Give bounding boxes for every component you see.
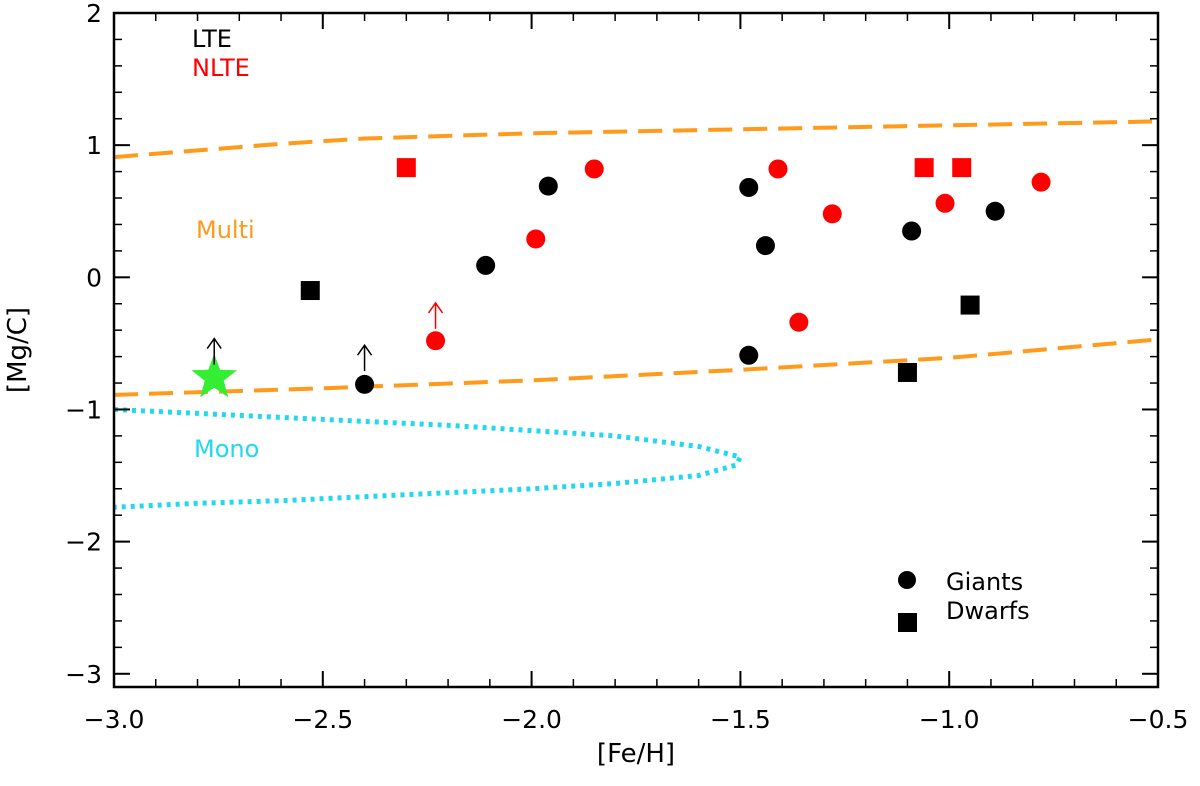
point-giant <box>1031 172 1051 192</box>
lower-limit-arrow <box>206 337 222 365</box>
point-dwarf <box>396 158 416 178</box>
point-giant <box>426 331 446 351</box>
lte-annotation: LTE <box>192 25 232 53</box>
x-tick-label: −2.0 <box>501 705 562 734</box>
model-line-multi-lower <box>113 337 1159 397</box>
y-tick-label: −3 <box>65 660 102 689</box>
point-giant <box>985 201 1005 221</box>
point-giant <box>739 345 759 365</box>
multi-annotation: Multi <box>196 216 255 244</box>
y-axis-label: [Mg/C] <box>3 307 33 393</box>
lower-limit-arrow <box>427 301 444 329</box>
point-giant <box>789 312 809 332</box>
legend-giants-marker <box>898 571 916 589</box>
y-tick-label: 0 <box>86 263 102 292</box>
point-giant <box>822 204 842 224</box>
y-tick-label: −1 <box>65 395 102 424</box>
point-dwarf <box>914 158 934 178</box>
axes <box>112 11 1160 689</box>
plot-frame <box>112 11 1160 689</box>
point-giant <box>355 374 375 394</box>
point-star <box>191 353 237 398</box>
point-giant <box>739 177 759 197</box>
point-dwarf <box>952 158 972 178</box>
y-tick-label: 1 <box>86 131 102 160</box>
point-giant <box>768 159 788 179</box>
lower-limit-arrow <box>356 343 373 372</box>
model-lines <box>113 119 1159 510</box>
point-giant <box>526 229 546 249</box>
x-tick-label: −2.5 <box>292 705 353 734</box>
point-giant <box>902 221 922 241</box>
y-tick-label: 2 <box>86 0 102 28</box>
point-giant <box>538 176 558 196</box>
x-tick-label: −0.5 <box>1128 705 1189 734</box>
point-dwarf <box>897 362 917 382</box>
data-points <box>191 158 1051 398</box>
tick-marks: −3.0 −2.5 −2.0 −1.5 −1.0 −0.5 −3 −2 −1 0 1 2 <box>65 0 1188 734</box>
point-giant <box>584 159 604 179</box>
legend-giants-label: Giants <box>946 568 1023 596</box>
point-giant <box>935 193 955 213</box>
y-tick-label: −2 <box>65 528 102 557</box>
x-tick-label: −1.5 <box>710 705 771 734</box>
model-line-multi-upper <box>113 119 1159 160</box>
point-dwarf <box>960 295 980 315</box>
x-tick-label: −1.0 <box>919 705 980 734</box>
point-giant <box>476 255 496 275</box>
point-dwarf <box>300 281 320 301</box>
x-tick-label: −3.0 <box>84 705 145 734</box>
legend: Giants Dwarfs <box>898 568 1030 632</box>
legend-dwarfs-label: Dwarfs <box>946 597 1030 625</box>
legend-dwarfs-marker <box>898 613 917 632</box>
point-giant <box>755 236 775 256</box>
x-axis-label: [Fe/H] <box>597 739 675 769</box>
nlte-annotation: NLTE <box>192 54 250 82</box>
model-line-mono <box>113 407 745 510</box>
mono-annotation: Mono <box>194 435 259 463</box>
